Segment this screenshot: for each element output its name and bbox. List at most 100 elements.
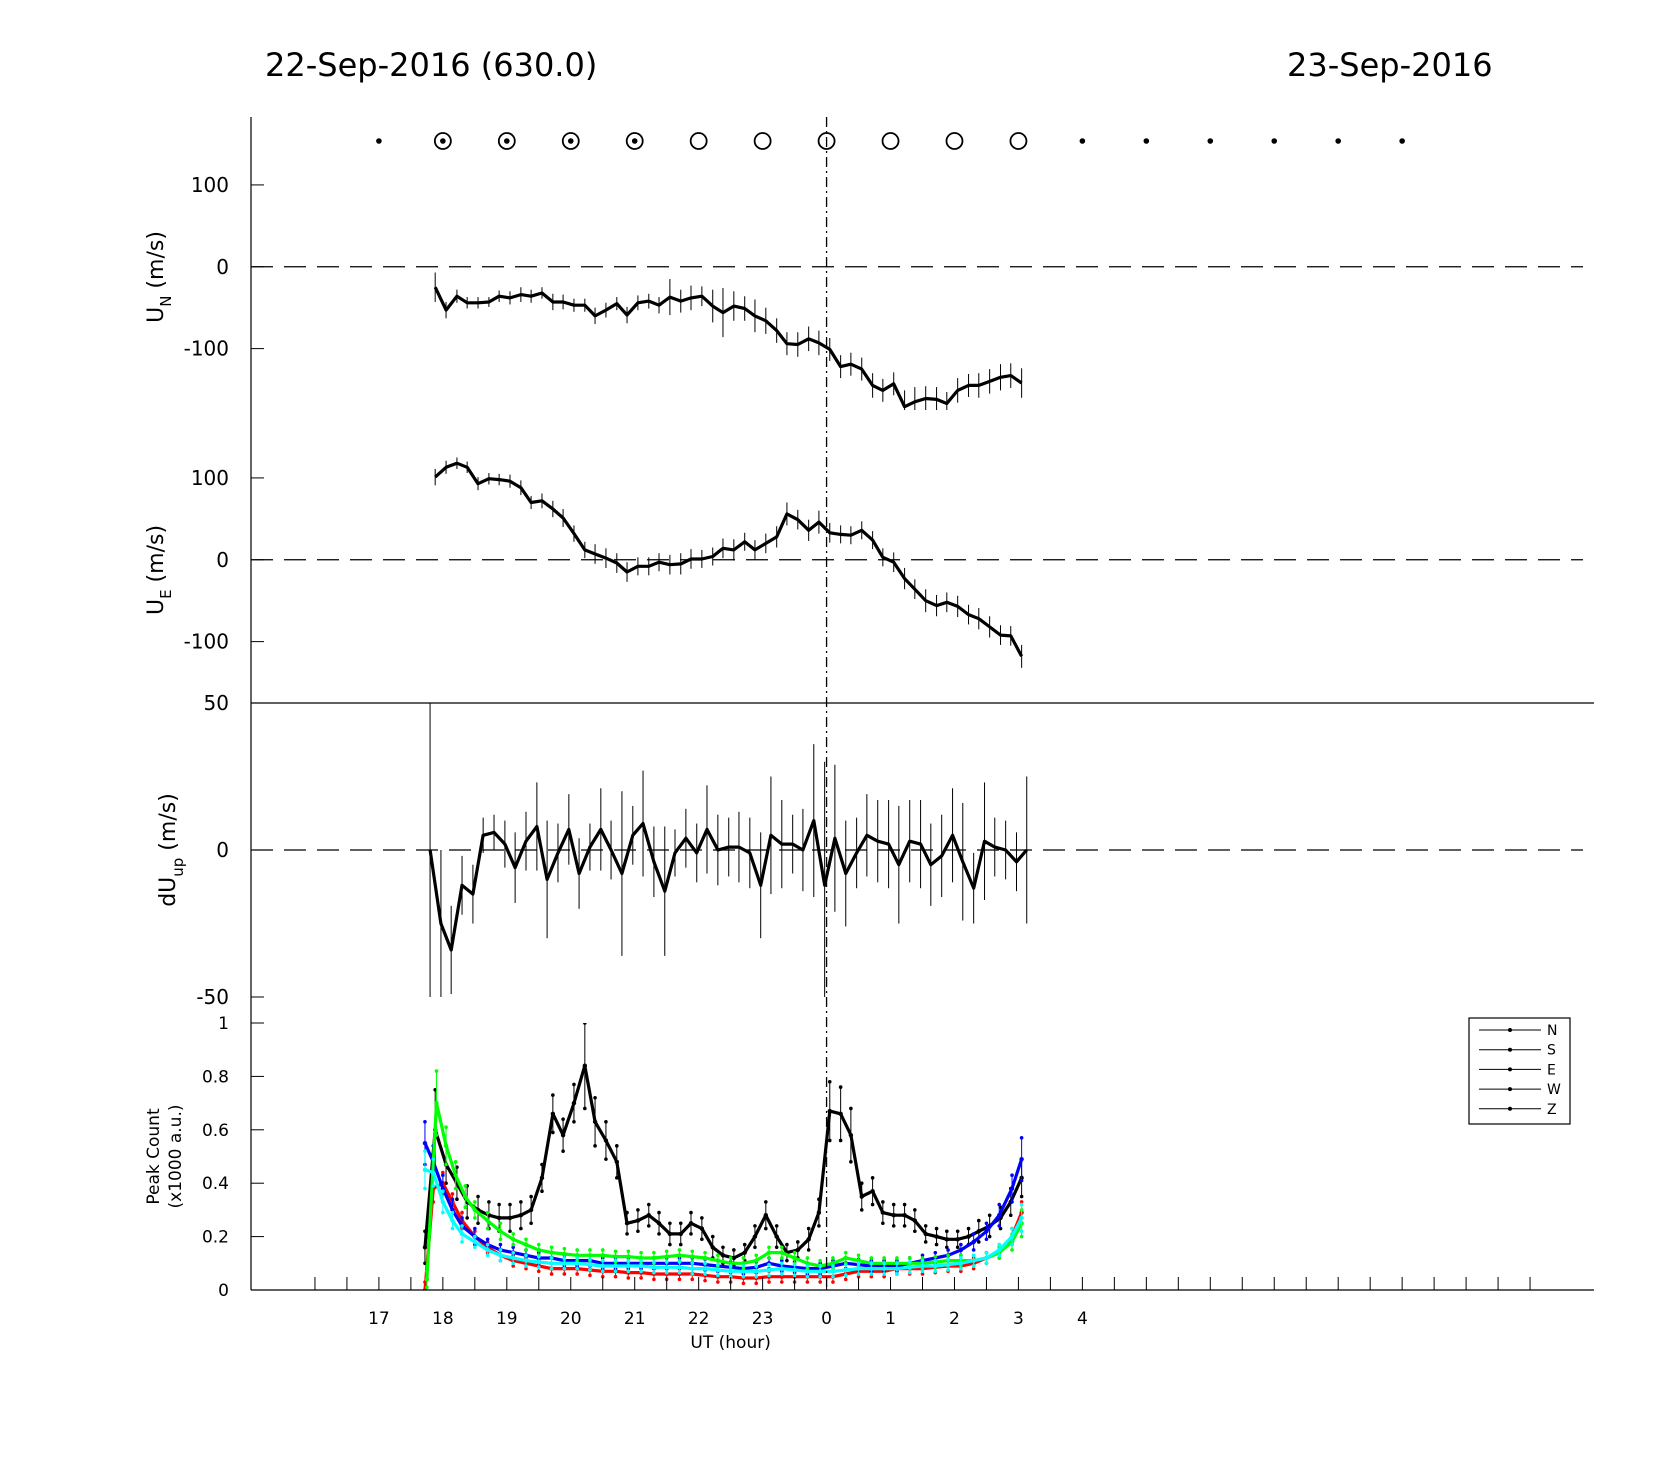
data-point [971, 1239, 976, 1245]
error-bar-end [923, 1240, 928, 1244]
error-bar-end [818, 1280, 822, 1284]
error-bar-end [946, 1248, 950, 1252]
data-point [536, 1247, 541, 1253]
error-bar-end [441, 1210, 445, 1215]
error-bar-end [536, 1242, 541, 1247]
open-marker-circle [433, 132, 452, 150]
series-line-wind [433, 286, 1023, 409]
un-panel: 100 0 -100 UN (m/s) [144, 173, 1583, 410]
error-bar-end [646, 1202, 651, 1207]
data-point [528, 1207, 534, 1213]
data-point [667, 1231, 673, 1237]
error-bar-end [524, 1253, 528, 1258]
data-point [1009, 1186, 1015, 1191]
error-bar-end [997, 1253, 1002, 1258]
error-bar-end [792, 1273, 797, 1278]
data-point [817, 1269, 823, 1274]
error-bar-end [913, 1208, 917, 1212]
data-point [431, 1170, 436, 1175]
error-bar-end [476, 1221, 480, 1226]
error-bar-end [636, 1208, 640, 1212]
error-bar-end [971, 1248, 976, 1252]
error-bar-end [817, 1224, 821, 1228]
error-bar-end [920, 1256, 925, 1260]
error-bar-end [882, 1272, 886, 1276]
x-tick-label: 23 [752, 1309, 774, 1329]
data-point [472, 1239, 478, 1245]
error-bar-end [1010, 1200, 1014, 1204]
data-point [574, 1253, 580, 1258]
data-point [626, 1263, 631, 1269]
data-point [443, 1143, 449, 1149]
data-point [600, 1253, 605, 1258]
error-bar-end [805, 1274, 810, 1279]
error-bar-end [511, 1250, 516, 1255]
error-bar-end [882, 1261, 886, 1266]
data-point [945, 1262, 951, 1267]
data-point [997, 1213, 1002, 1218]
data-point [688, 1221, 694, 1226]
open-marker-circle [1009, 132, 1028, 150]
error-bar-end [664, 1270, 669, 1275]
error-bar-end [551, 1130, 555, 1135]
error-bar-end [652, 1270, 656, 1275]
filled-marker-dot [631, 138, 638, 144]
filled-marker-dot [567, 138, 574, 144]
error-bar-end [882, 1274, 886, 1279]
data-point [550, 1111, 556, 1116]
error-bar-end [511, 1242, 516, 1247]
dup-panel: 50 0 -50 dUup (m/s) [156, 691, 1583, 1009]
error-bar-end [678, 1242, 683, 1247]
error-bar-end [425, 1285, 429, 1290]
error-bar-end [473, 1245, 477, 1250]
error-bar-end [524, 1266, 528, 1271]
data-point [710, 1245, 715, 1250]
error-bar-end [473, 1200, 477, 1204]
data-point [792, 1267, 797, 1273]
filled-marker-dot [1271, 138, 1278, 144]
error-bar-end [575, 1256, 579, 1260]
error-bar-end [575, 1266, 579, 1271]
y-axis-label: dUup (m/s) [156, 793, 187, 907]
legend-marker-W [1508, 1087, 1512, 1092]
error-bar-end [754, 1274, 759, 1279]
error-bar-end [1008, 1213, 1013, 1218]
filled-marker-dot [1335, 138, 1341, 144]
error-bar-end [716, 1273, 720, 1278]
error-bar-end [856, 1272, 861, 1276]
data-point [440, 1199, 446, 1205]
error-bar-end [549, 1266, 554, 1271]
error-bar-end [945, 1229, 949, 1234]
data-point [523, 1242, 529, 1247]
error-bar-end [423, 1149, 427, 1153]
open-marker-circle [881, 132, 900, 150]
data-point [894, 1266, 900, 1271]
error-bar-end [613, 1249, 618, 1254]
data-point [869, 1266, 874, 1271]
data-point [539, 1175, 545, 1181]
open-marker-circle [625, 132, 644, 150]
error-bar-end [473, 1226, 477, 1231]
y-axis-label-main: U [144, 307, 169, 323]
error-bar-end [933, 1254, 938, 1259]
error-bar-end [856, 1274, 861, 1279]
error-bar-end [690, 1272, 695, 1276]
error-bar-end [668, 1242, 672, 1247]
error-bar-end [639, 1258, 643, 1263]
error-bar-end [780, 1280, 784, 1284]
data-point [459, 1231, 465, 1237]
error-bar-end [485, 1242, 490, 1247]
error-bar-end [780, 1258, 784, 1263]
data-point [560, 1132, 566, 1138]
data-point [715, 1258, 721, 1263]
error-bar-end [1019, 1202, 1024, 1207]
error-bar-end [959, 1253, 963, 1258]
error-bar-end [827, 1079, 832, 1084]
error-bar-end [780, 1256, 784, 1260]
error-bar-end [423, 1119, 427, 1124]
error-bar-end [600, 1274, 605, 1279]
y-tick-label: 50 [204, 691, 229, 715]
y-tick-label: 1 [218, 1014, 229, 1034]
error-bar-end [524, 1264, 528, 1268]
